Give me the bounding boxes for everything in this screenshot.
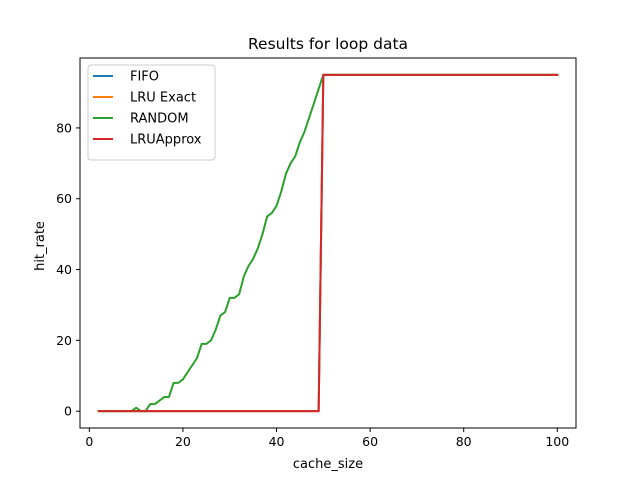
series-line-lruapprox — [97, 73, 559, 413]
y-tick-label: 0 — [64, 404, 72, 419]
y-tick-label: 40 — [56, 262, 72, 277]
legend-entry: RANDOM — [130, 112, 189, 127]
legend: FIFO LRU Exact RANDOM LRUApprox — [87, 64, 216, 161]
y-tick-label: 80 — [56, 120, 72, 135]
x-tick-label: 0 — [85, 434, 93, 449]
legend-entry: LRUApprox — [130, 133, 202, 148]
x-tick-label: 100 — [545, 434, 569, 449]
legend-box — [87, 64, 216, 161]
x-tick-label: 40 — [269, 434, 285, 449]
chart-title: Results for loop data — [248, 35, 408, 53]
x-axis-label: cache_size — [293, 457, 363, 472]
y-axis-label: hit_rate — [33, 221, 48, 271]
axes-frame — [79, 57, 577, 429]
x-tick-label: 80 — [456, 434, 472, 449]
y-tick-label: 60 — [56, 191, 72, 206]
y-tick-label: 20 — [56, 333, 72, 348]
x-tick-label: 20 — [175, 434, 191, 449]
x-tick-label: 60 — [362, 434, 378, 449]
legend-entry: LRU Exact — [130, 91, 196, 106]
plot-area: 0 20 40 60 80 100 0 20 40 60 80 — [56, 57, 577, 449]
legend-entry: FIFO — [130, 70, 159, 85]
